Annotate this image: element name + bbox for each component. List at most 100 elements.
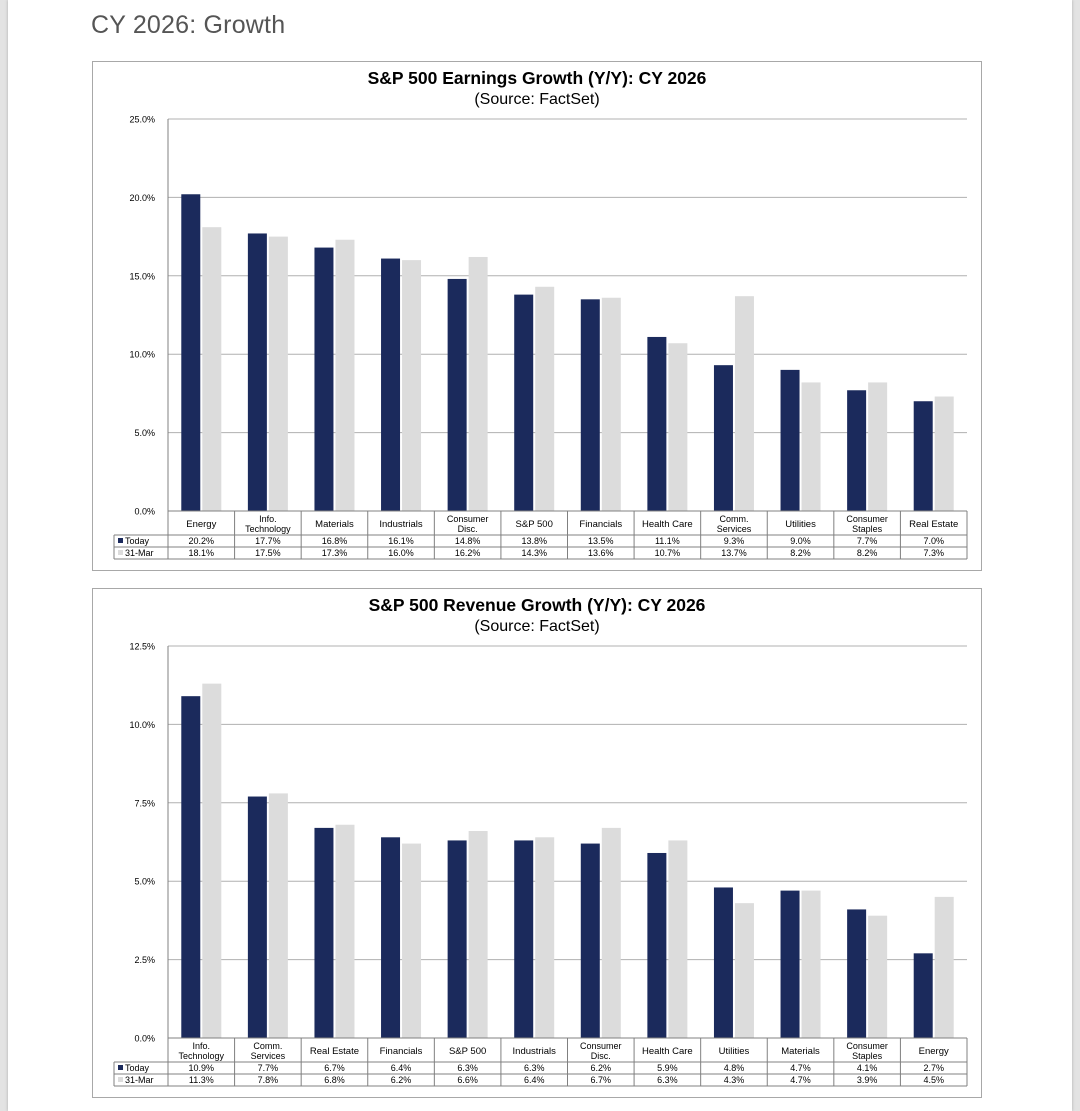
bar-today [247, 233, 267, 512]
page-title: CY 2026: Growth [91, 11, 286, 39]
legend-key [118, 538, 123, 543]
data-table-value: 6.6% [457, 1075, 478, 1085]
chart-subtitle: (Source: FactSet) [474, 91, 599, 108]
document-page: CY 2026: Growth S&P 500 Earnings Growth … [8, 0, 1072, 1111]
bar-today [647, 336, 667, 511]
x-category-label: Industrials [379, 519, 423, 530]
bar-31-mar [468, 831, 488, 1038]
x-category-label: Services [717, 524, 752, 534]
data-table-value: 11.1% [655, 536, 680, 546]
data-table-value: 13.8% [521, 536, 547, 546]
data-table-value: 16.2% [455, 548, 481, 558]
bar-31-mar [268, 793, 288, 1038]
data-table-value: 6.2% [391, 1075, 412, 1085]
bar-today [447, 278, 467, 511]
data-table-value: 16.8% [322, 536, 348, 546]
data-table-value: 6.4% [524, 1075, 545, 1085]
bar-today [381, 837, 401, 1038]
bar-31-mar [801, 890, 821, 1038]
x-category-label: S&P 500 [516, 519, 553, 530]
data-table-value: 17.5% [255, 548, 281, 558]
data-table-value: 7.8% [258, 1075, 279, 1085]
bar-31-mar [202, 227, 222, 511]
y-tick-label: 0.0% [134, 507, 155, 517]
bar-31-mar [668, 840, 688, 1038]
data-table-value: 7.3% [923, 548, 944, 558]
chart-svg: S&P 500 Earnings Growth (Y/Y): CY 2026 (S… [113, 68, 968, 560]
bar-today [913, 401, 933, 511]
data-table-value: 4.5% [923, 1075, 944, 1085]
bar-today [447, 840, 467, 1038]
y-tick-label: 0.0% [134, 1034, 155, 1044]
data-table-value: 6.8% [324, 1075, 345, 1085]
data-table-value: 13.5% [588, 536, 614, 546]
bar-31-mar [934, 396, 954, 511]
data-table-value: 7.0% [923, 536, 944, 546]
x-category-label: Technology [245, 524, 291, 534]
x-category-label: Disc. [591, 1051, 611, 1061]
data-table-value: 13.7% [721, 548, 747, 558]
x-category-label: Consumer [846, 514, 888, 524]
data-table-value: 17.7% [255, 536, 281, 546]
bar-31-mar [801, 382, 821, 511]
data-table-value: 4.8% [724, 1063, 745, 1073]
data-table-value: 6.7% [324, 1063, 345, 1073]
x-category-label: Utilities [719, 1046, 750, 1057]
bar-31-mar [734, 903, 754, 1038]
data-table-value: 7.7% [857, 536, 878, 546]
bar-31-mar [402, 260, 422, 511]
x-category-label: Financials [579, 519, 622, 530]
data-table-value: 4.1% [857, 1063, 878, 1073]
y-tick-label: 2.5% [134, 955, 155, 965]
x-category-label: Staples [852, 524, 883, 534]
x-category-label: Staples [852, 1051, 883, 1061]
y-tick-label: 12.5% [129, 642, 155, 652]
x-category-label: Comm. [719, 514, 748, 524]
x-category-label: Disc. [458, 524, 478, 534]
data-table-value: 4.3% [724, 1075, 745, 1085]
bar-today [580, 843, 600, 1038]
x-category-label: Consumer [447, 514, 489, 524]
x-category-label: Health Care [642, 1046, 693, 1057]
bar-today [514, 840, 534, 1038]
data-table-value: 17.3% [322, 548, 348, 558]
bar-today [580, 299, 600, 511]
chart-svg: S&P 500 Revenue Growth (Y/Y): CY 2026 (So… [113, 595, 968, 1087]
y-tick-label: 25.0% [129, 115, 155, 125]
data-table-value: 4.7% [790, 1063, 811, 1073]
bar-31-mar [868, 915, 888, 1038]
x-category-label: Info. [259, 514, 277, 524]
data-table-value: 8.2% [857, 548, 878, 558]
data-table-value: 9.0% [790, 536, 811, 546]
x-category-label: Utilities [785, 519, 816, 530]
bar-today [247, 796, 267, 1038]
data-table-value: 6.4% [391, 1063, 412, 1073]
data-table-value: 5.9% [657, 1063, 678, 1073]
data-table-value: 13.6% [588, 548, 614, 558]
x-category-label: Health Care [642, 519, 693, 530]
bar-today [847, 390, 867, 511]
legend-series-name: 31-Mar [125, 1075, 154, 1085]
legend-key [118, 1065, 123, 1070]
chart-title: S&P 500 Earnings Growth (Y/Y): CY 2026 [368, 68, 707, 88]
bar-today [181, 194, 201, 511]
bar-today [780, 369, 800, 511]
bar-today [713, 887, 733, 1038]
bar-today [713, 365, 733, 511]
bar-today [314, 827, 334, 1038]
bar-31-mar [868, 382, 888, 511]
x-category-label: Materials [315, 519, 354, 530]
data-table-value: 6.3% [657, 1075, 678, 1085]
data-table-value: 2.7% [923, 1063, 944, 1073]
x-category-label: Energy [919, 1046, 949, 1057]
data-table-value: 6.2% [591, 1063, 612, 1073]
data-table-value: 20.2% [189, 536, 215, 546]
bar-today [780, 890, 800, 1038]
y-tick-label: 15.0% [129, 271, 155, 281]
data-table-value: 10.7% [655, 548, 681, 558]
x-category-label: Real Estate [909, 519, 958, 530]
y-tick-label: 7.5% [134, 798, 155, 808]
x-category-label: Consumer [846, 1041, 888, 1051]
bar-today [314, 247, 334, 512]
bar-today [514, 294, 534, 511]
